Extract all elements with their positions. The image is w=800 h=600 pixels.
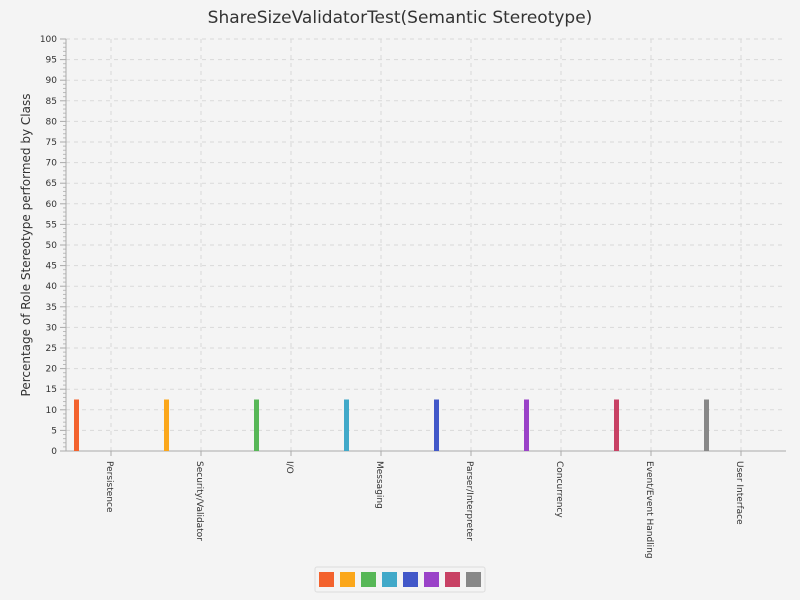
y-tick-label: 80: [46, 117, 58, 127]
bar: [704, 399, 709, 451]
y-tick-label: 0: [51, 447, 57, 457]
chart-title: ShareSizeValidatorTest(Semantic Stereoty…: [208, 8, 593, 28]
y-tick-label: 30: [46, 323, 58, 333]
bar: [434, 399, 439, 451]
x-tick-label: I/O: [284, 461, 294, 474]
y-axis-label: Percentage of Role Stereotype performed …: [19, 94, 33, 397]
x-tick-label: Event/Event Handling: [644, 461, 654, 559]
y-tick-label: 5: [51, 426, 57, 436]
bar: [524, 399, 529, 451]
legend-swatch: [361, 572, 376, 587]
bar: [344, 399, 349, 451]
y-tick-label: 10: [46, 406, 58, 416]
y-tick-label: 100: [40, 35, 57, 45]
legend-swatch: [319, 572, 334, 587]
x-tick-labels: Persistence Security/Validator I/O Messagin…: [104, 461, 744, 559]
legend-swatch: [445, 572, 460, 587]
x-tick-label: Security/Validator: [194, 461, 204, 541]
legend-swatch: [424, 572, 439, 587]
y-tick-label: 95: [46, 56, 57, 66]
axes: [60, 38, 786, 456]
y-tick-label: 20: [46, 365, 58, 375]
x-tick-label: Parser/Interpreter: [464, 461, 474, 541]
legend: [314, 566, 486, 593]
bar: [164, 399, 169, 451]
legend-swatch: [340, 572, 355, 587]
bar: [614, 399, 619, 451]
y-tick-label: 60: [46, 200, 58, 210]
y-tick-label: 35: [46, 303, 57, 313]
y-tick-label: 15: [46, 385, 57, 395]
y-tick-label: 70: [46, 159, 58, 169]
y-tick-label: 85: [46, 97, 57, 107]
grid: [66, 38, 786, 451]
legend-swatch: [466, 572, 481, 587]
y-tick-label: 40: [46, 282, 58, 292]
bar: [254, 399, 259, 451]
y-tick-label: 50: [46, 241, 58, 251]
bar: [74, 399, 79, 451]
bars: [74, 399, 709, 451]
x-tick-label: Messaging: [374, 461, 384, 509]
x-tick-label: Concurrency: [554, 461, 564, 518]
legend-swatch: [403, 572, 418, 587]
y-tick-labels: 0 5 10 15 20 25 30 35 40 45 50 55 60 65 70 75 80 85 90 95 10…: [40, 35, 57, 457]
y-tick-label: 25: [46, 344, 57, 354]
y-tick-label: 90: [46, 76, 58, 86]
y-tick-label: 45: [46, 262, 57, 272]
x-tick-label: User Interface: [734, 461, 744, 525]
legend-swatch: [382, 572, 397, 587]
x-tick-label: Persistence: [104, 461, 114, 513]
y-tick-label: 75: [46, 138, 57, 148]
legend-frame: [314, 566, 486, 593]
y-tick-label: 65: [46, 179, 57, 189]
y-tick-label: 55: [46, 220, 57, 230]
